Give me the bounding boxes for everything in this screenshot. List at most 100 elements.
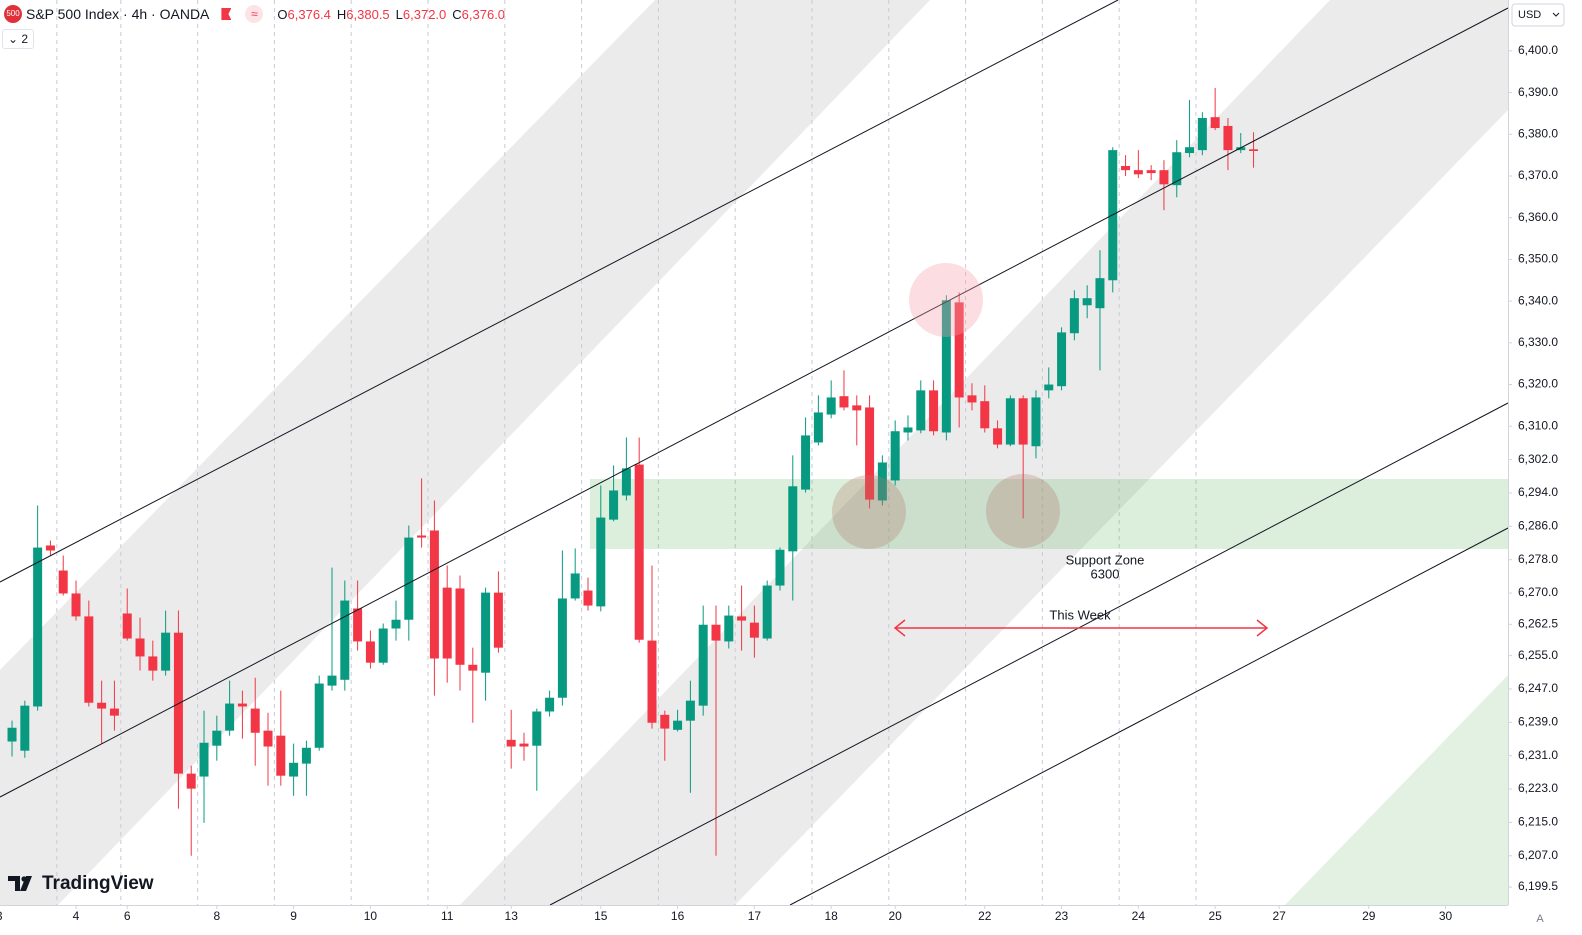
- logo-mark: [21, 876, 27, 882]
- candle-body: [698, 624, 708, 706]
- candle-body: [109, 708, 119, 716]
- flag-icon[interactable]: [221, 8, 232, 20]
- candle-body: [660, 714, 670, 729]
- x-tick-label: 10: [364, 909, 378, 923]
- candle-body: [890, 431, 900, 481]
- candle-body: [1095, 278, 1105, 309]
- candle-body: [609, 490, 619, 520]
- symbol-title[interactable]: S&P 500 Index · 4h · OANDA: [26, 6, 210, 22]
- candle-body: [852, 405, 862, 411]
- candle-body: [135, 638, 145, 657]
- candle-body: [1057, 332, 1067, 387]
- grid: [56, 0, 1197, 905]
- x-tick-label: 6: [124, 909, 131, 923]
- x-tick-label: 11: [441, 909, 454, 923]
- candle-body: [916, 390, 926, 431]
- ohlc-value: 6,376.4: [287, 6, 331, 22]
- candle-body: [826, 397, 836, 415]
- candle-body: [813, 412, 823, 443]
- candle-body: [877, 462, 887, 501]
- y-tick-label: 6,286.0: [1518, 518, 1558, 532]
- candle-body: [33, 547, 43, 707]
- candle-body: [1210, 117, 1220, 129]
- currency-button[interactable]: [1511, 3, 1565, 27]
- candle-body: [749, 622, 759, 638]
- candle-body: [685, 700, 695, 721]
- x-tick-label: 27: [1272, 909, 1286, 923]
- candle-body: [519, 743, 529, 747]
- candle-body: [391, 619, 401, 629]
- currency[interactable]: USD: [1518, 9, 1541, 21]
- drawings: [590, 479, 1508, 549]
- channel-band: [460, 0, 1508, 905]
- arrow-head: [893, 619, 906, 637]
- candle-body: [583, 590, 593, 606]
- candle-body: [442, 587, 452, 659]
- ohlc: O6,376.4 H6,380.5 L6,372.0 C6,376.0: [277, 7, 505, 22]
- candle-body: [250, 708, 260, 733]
- candle-body: [327, 675, 337, 686]
- y-tick-label: 6,294.0: [1518, 485, 1558, 499]
- arrow-head: [1256, 619, 1269, 637]
- candle-body: [481, 592, 491, 673]
- candle-body: [1082, 298, 1092, 306]
- auto-scale[interactable]: A: [1536, 913, 1544, 925]
- channel-band: [1285, 675, 1508, 905]
- drawings: Support Zone 6300 This Week: [0, 0, 1509, 906]
- candle-body: [762, 585, 772, 639]
- y-tick-label: 6,370.0: [1518, 168, 1558, 182]
- support-zone: [590, 479, 1508, 549]
- candle-body: [404, 537, 414, 620]
- candle-body: [839, 396, 849, 408]
- indicator-toggle[interactable]: ⌄ 2: [2, 29, 35, 49]
- annotation: 6300: [1091, 566, 1120, 581]
- x-tick-label: 17: [748, 909, 762, 923]
- candle-body: [929, 390, 939, 432]
- x-tick-label: 23: [1055, 909, 1069, 923]
- candle-body: [1044, 384, 1054, 391]
- x-tick-label: 20: [888, 909, 902, 923]
- compare-icon[interactable]: ≈: [245, 5, 264, 23]
- candle-body: [1185, 147, 1195, 154]
- y-tick-label: 6,302.0: [1518, 452, 1558, 466]
- candle-body: [468, 664, 478, 671]
- candle-body: [7, 727, 17, 742]
- candle-body: [1069, 298, 1079, 334]
- candle-body: [788, 486, 798, 552]
- indicator-count: 2: [21, 32, 29, 46]
- candle-body: [199, 742, 209, 777]
- x-tick-label: 30: [1439, 909, 1453, 923]
- candle-body: [45, 545, 55, 551]
- drawings: [0, 0, 1508, 905]
- highlight-circle: [832, 475, 906, 549]
- candle-body: [596, 517, 606, 607]
- candle-body: [276, 735, 286, 776]
- candle-body: [289, 762, 299, 777]
- y-tick-label: 6,199.5: [1518, 879, 1558, 893]
- trend-line: [789, 527, 1509, 906]
- y-tick-label: 6,270.0: [1518, 585, 1558, 599]
- candle-body: [1223, 125, 1233, 151]
- candle-body: [647, 640, 657, 723]
- channel-band: [0, 0, 930, 905]
- candle-body: [903, 427, 913, 433]
- candle-body: [417, 535, 427, 538]
- x-tick-label: 15: [594, 909, 608, 923]
- candle-body: [865, 407, 875, 500]
- candle-body: [1197, 118, 1207, 151]
- candle-body: [673, 720, 683, 730]
- candle-body: [71, 593, 81, 617]
- candle-body: [967, 395, 977, 403]
- candle-body: [186, 773, 196, 789]
- candle-body: [1018, 398, 1028, 445]
- x-tick-label: 9: [290, 909, 297, 923]
- candle-body: [954, 302, 964, 398]
- x-tick-label: 22: [978, 909, 992, 923]
- candle-body: [1249, 149, 1259, 151]
- candle-body: [340, 600, 350, 680]
- x-tick-label: 8: [213, 909, 220, 923]
- candle-body: [1146, 170, 1156, 174]
- x-tick-label: 3: [0, 909, 3, 923]
- candle-body: [634, 464, 644, 640]
- y-tick-label: 6,255.0: [1518, 648, 1558, 662]
